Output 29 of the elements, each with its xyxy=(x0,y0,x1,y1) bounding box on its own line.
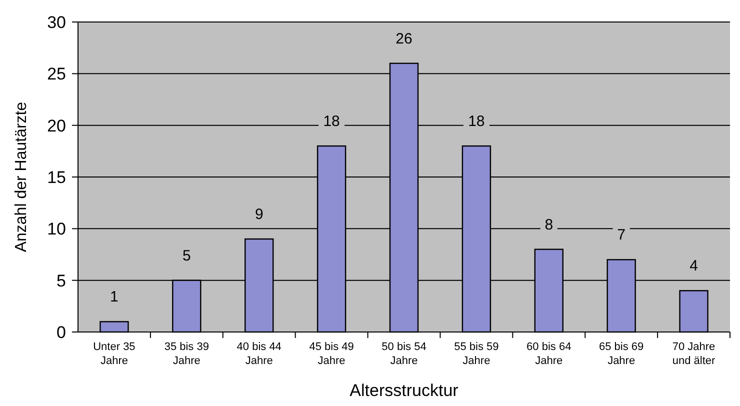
data-label: 8 xyxy=(544,216,554,234)
y-tick-label: 10 xyxy=(47,220,66,239)
y-tick-label: 5 xyxy=(56,271,66,290)
x-tick-label: 55 bis 59 Jahre xyxy=(454,341,499,367)
bar xyxy=(100,321,129,333)
data-label: 18 xyxy=(468,113,485,130)
y-tick-label: 0 xyxy=(56,322,66,342)
y-tick-label: 25 xyxy=(47,64,66,84)
bar xyxy=(679,290,708,333)
data-label: 9 xyxy=(254,206,264,223)
x-axis-title: Altersstrucktur xyxy=(350,381,459,400)
x-tick-label: 60 bis 64 Jahre xyxy=(526,341,572,367)
x-tick-label: 65 bis 69 Jahre xyxy=(599,341,644,367)
data-label: 26 xyxy=(396,30,412,48)
data-label: 7 xyxy=(617,226,626,244)
x-tick-label: 40 bis 44 Jahre xyxy=(236,341,282,367)
data-label: 1 xyxy=(110,288,118,306)
x-tick-label: 45 bis 49 Jahre xyxy=(309,341,354,367)
data-label: 5 xyxy=(182,247,191,264)
x-tick-label: Unter 35 Jahre xyxy=(93,341,136,367)
x-tick-label: 50 bis 54 Jahre xyxy=(382,341,426,367)
data-label: 18 xyxy=(323,113,340,130)
y-tick-label: 20 xyxy=(47,116,66,136)
data-label: 4 xyxy=(690,258,698,275)
x-tick-label: 70 Jahre und älter xyxy=(672,341,716,367)
y-axis-title: Anzahl der Hautärzte xyxy=(13,102,30,252)
y-tick-label: 15 xyxy=(47,168,66,187)
y-tick-label: 30 xyxy=(47,12,66,32)
x-tick-label: 35 bis 39 Jahre xyxy=(164,341,209,367)
